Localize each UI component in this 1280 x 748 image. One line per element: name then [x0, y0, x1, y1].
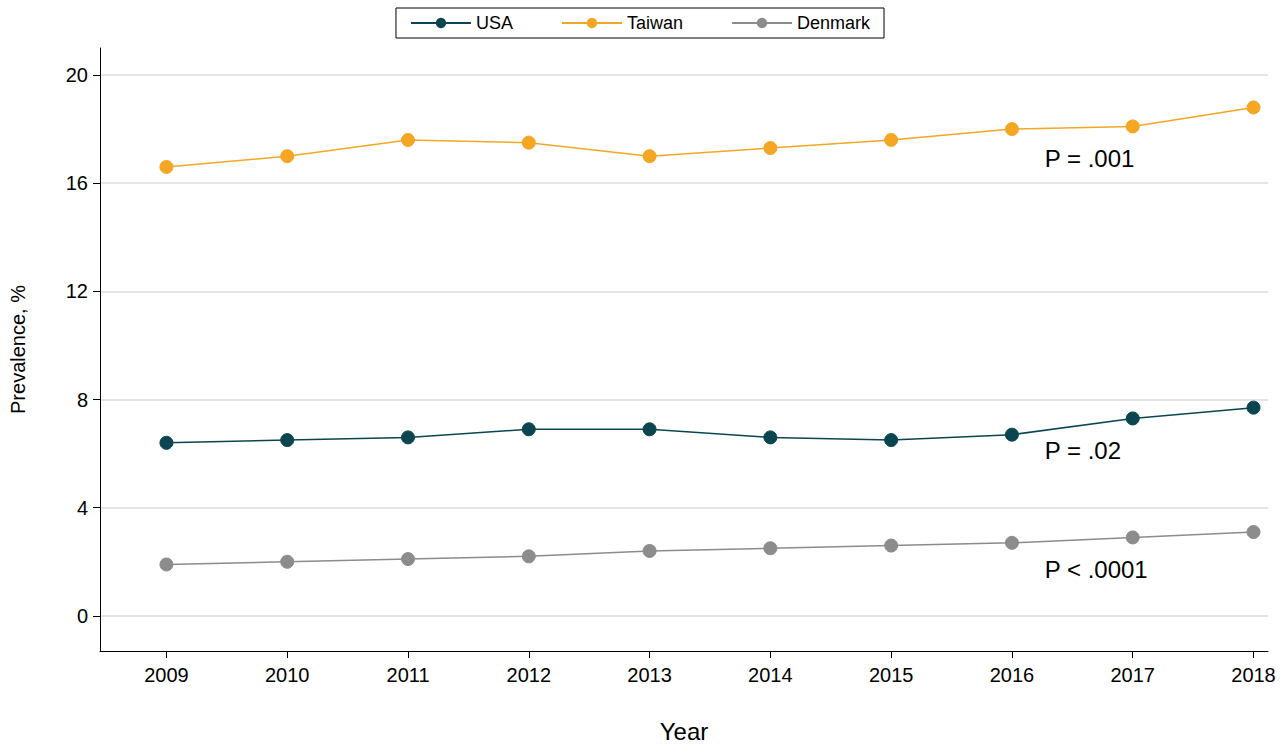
svg-text:Taiwan: Taiwan: [627, 13, 683, 33]
svg-text:P = .001: P = .001: [1045, 145, 1135, 172]
svg-text:2015: 2015: [869, 664, 914, 686]
svg-text:2016: 2016: [990, 664, 1035, 686]
svg-text:USA: USA: [476, 13, 513, 33]
svg-text:2010: 2010: [265, 664, 310, 686]
svg-text:Year: Year: [660, 718, 709, 745]
svg-text:P = .02: P = .02: [1045, 437, 1121, 464]
svg-text:2014: 2014: [748, 664, 793, 686]
svg-text:2009: 2009: [144, 664, 189, 686]
svg-text:20: 20: [66, 64, 88, 86]
svg-text:12: 12: [66, 280, 88, 302]
svg-text:Prevalence, %: Prevalence, %: [7, 285, 29, 414]
svg-text:2018: 2018: [1231, 664, 1276, 686]
svg-text:2013: 2013: [627, 664, 672, 686]
svg-text:16: 16: [66, 172, 88, 194]
svg-text:2011: 2011: [386, 664, 429, 686]
svg-text:4: 4: [77, 497, 88, 519]
svg-text:2012: 2012: [507, 664, 552, 686]
svg-text:2017: 2017: [1110, 664, 1155, 686]
svg-text:P < .0001: P < .0001: [1045, 556, 1148, 583]
svg-text:8: 8: [77, 389, 88, 411]
svg-text:0: 0: [77, 605, 88, 627]
svg-text:Denmark: Denmark: [797, 13, 871, 33]
